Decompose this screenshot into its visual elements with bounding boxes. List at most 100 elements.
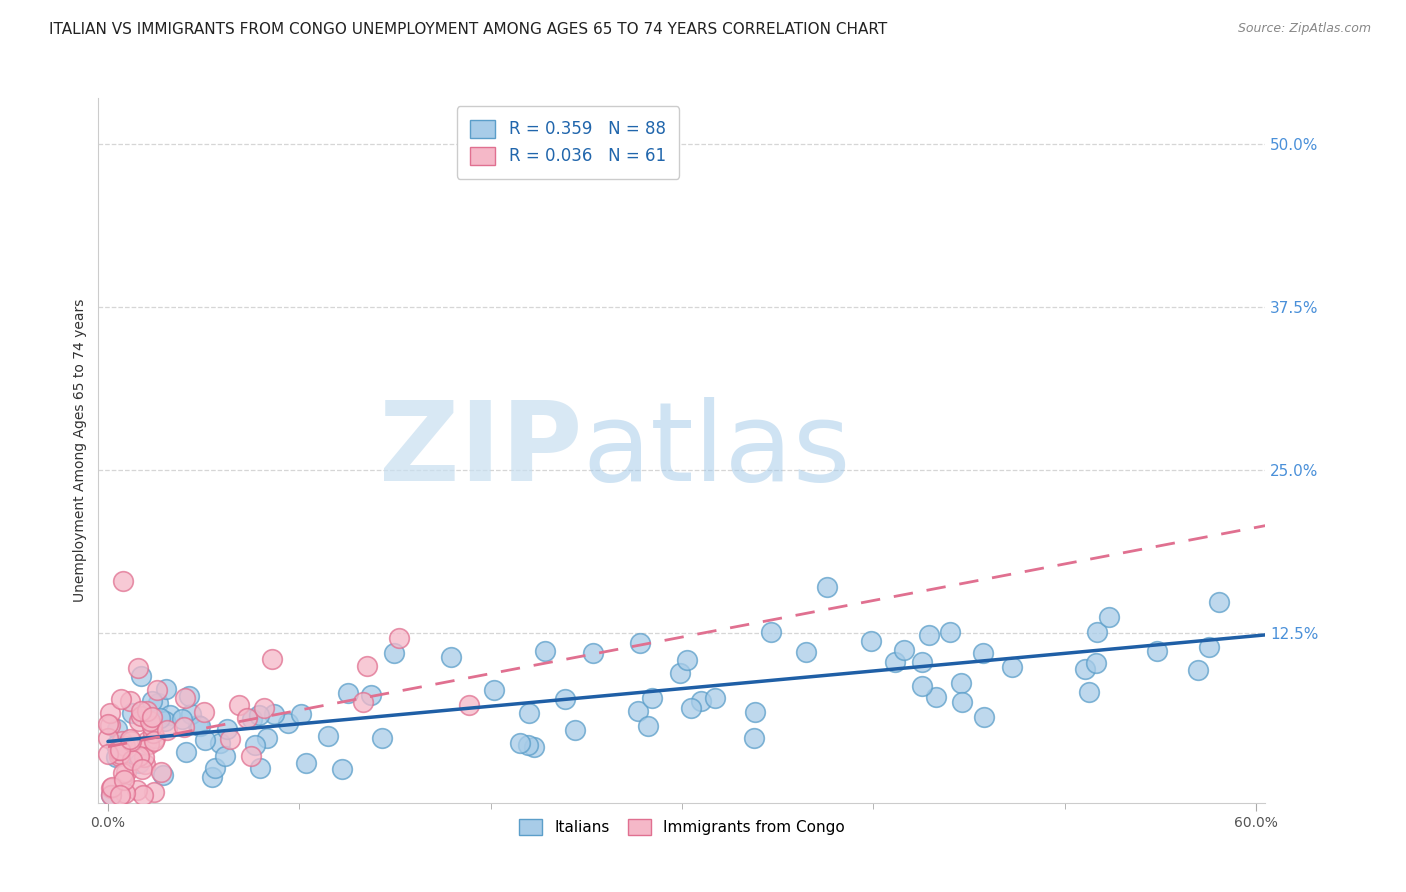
Point	[129, 704, 152, 718]
Point	[482, 683, 505, 698]
Point	[1097, 610, 1119, 624]
Point	[277, 715, 299, 730]
Point	[517, 706, 540, 721]
Point	[100, 780, 122, 794]
Point	[105, 722, 128, 736]
Point	[201, 770, 224, 784]
Point	[111, 734, 134, 748]
Point	[330, 762, 353, 776]
Point	[131, 762, 153, 776]
Point	[742, 731, 765, 746]
Point	[120, 733, 142, 747]
Point	[170, 712, 193, 726]
Point	[256, 731, 278, 746]
Point	[1085, 624, 1108, 639]
Point	[136, 733, 159, 747]
Point	[356, 659, 378, 673]
Point	[141, 710, 163, 724]
Point	[108, 788, 131, 802]
Point	[132, 750, 155, 764]
Point	[382, 646, 405, 660]
Point	[180, 706, 202, 721]
Point	[105, 738, 128, 752]
Point	[149, 711, 172, 725]
Point	[193, 705, 215, 719]
Point	[893, 643, 915, 657]
Point	[316, 730, 339, 744]
Text: ZIP: ZIP	[380, 397, 582, 504]
Point	[138, 737, 160, 751]
Point	[214, 749, 236, 764]
Point	[100, 780, 122, 795]
Point	[98, 706, 121, 721]
Point	[135, 704, 157, 718]
Point	[112, 574, 135, 588]
Legend: Italians, Immigrants from Congo: Italians, Immigrants from Congo	[513, 813, 851, 841]
Point	[188, 719, 211, 733]
Point	[148, 696, 170, 710]
Point	[290, 706, 312, 721]
Point	[97, 747, 120, 761]
Point	[110, 691, 132, 706]
Point	[129, 669, 152, 683]
Y-axis label: Unemployment Among Ages 65 to 74 years: Unemployment Among Ages 65 to 74 years	[73, 299, 87, 602]
Point	[627, 704, 650, 718]
Point	[177, 690, 200, 704]
Point	[219, 731, 242, 746]
Point	[127, 661, 149, 675]
Point	[440, 649, 463, 664]
Point	[142, 733, 165, 747]
Point	[114, 739, 136, 754]
Point	[139, 714, 162, 729]
Point	[263, 706, 285, 721]
Point	[100, 788, 122, 802]
Point	[582, 646, 605, 660]
Point	[155, 714, 177, 729]
Point	[215, 723, 238, 737]
Point	[950, 695, 973, 709]
Point	[114, 786, 136, 800]
Point	[128, 749, 150, 764]
Point	[108, 743, 131, 757]
Point	[118, 693, 141, 707]
Point	[939, 624, 962, 639]
Point	[128, 756, 150, 770]
Point	[174, 691, 197, 706]
Point	[97, 731, 120, 746]
Point	[156, 723, 179, 737]
Point	[134, 756, 156, 771]
Point	[1001, 660, 1024, 674]
Point	[247, 708, 270, 723]
Point	[534, 644, 557, 658]
Point	[973, 710, 995, 724]
Point	[236, 711, 259, 725]
Point	[689, 694, 711, 708]
Point	[114, 764, 136, 779]
Point	[360, 688, 382, 702]
Point	[295, 756, 318, 770]
Point	[744, 706, 766, 720]
Point	[794, 645, 817, 659]
Text: ITALIAN VS IMMIGRANTS FROM CONGO UNEMPLOYMENT AMONG AGES 65 TO 74 YEARS CORRELAT: ITALIAN VS IMMIGRANTS FROM CONGO UNEMPLO…	[49, 22, 887, 37]
Text: Source: ZipAtlas.com: Source: ZipAtlas.com	[1237, 22, 1371, 36]
Point	[1146, 643, 1168, 657]
Point	[145, 683, 167, 698]
Point	[637, 719, 659, 733]
Point	[949, 676, 972, 690]
Point	[121, 753, 143, 767]
Point	[112, 765, 135, 780]
Point	[675, 653, 697, 667]
Point	[884, 655, 907, 669]
Point	[142, 726, 165, 740]
Point	[336, 686, 359, 700]
Point	[260, 651, 283, 665]
Point	[641, 691, 664, 706]
Point	[194, 733, 217, 747]
Point	[253, 701, 276, 715]
Point	[150, 764, 173, 779]
Point	[352, 695, 374, 709]
Point	[127, 783, 149, 797]
Point	[107, 742, 129, 756]
Point	[131, 788, 153, 802]
Point	[815, 580, 838, 594]
